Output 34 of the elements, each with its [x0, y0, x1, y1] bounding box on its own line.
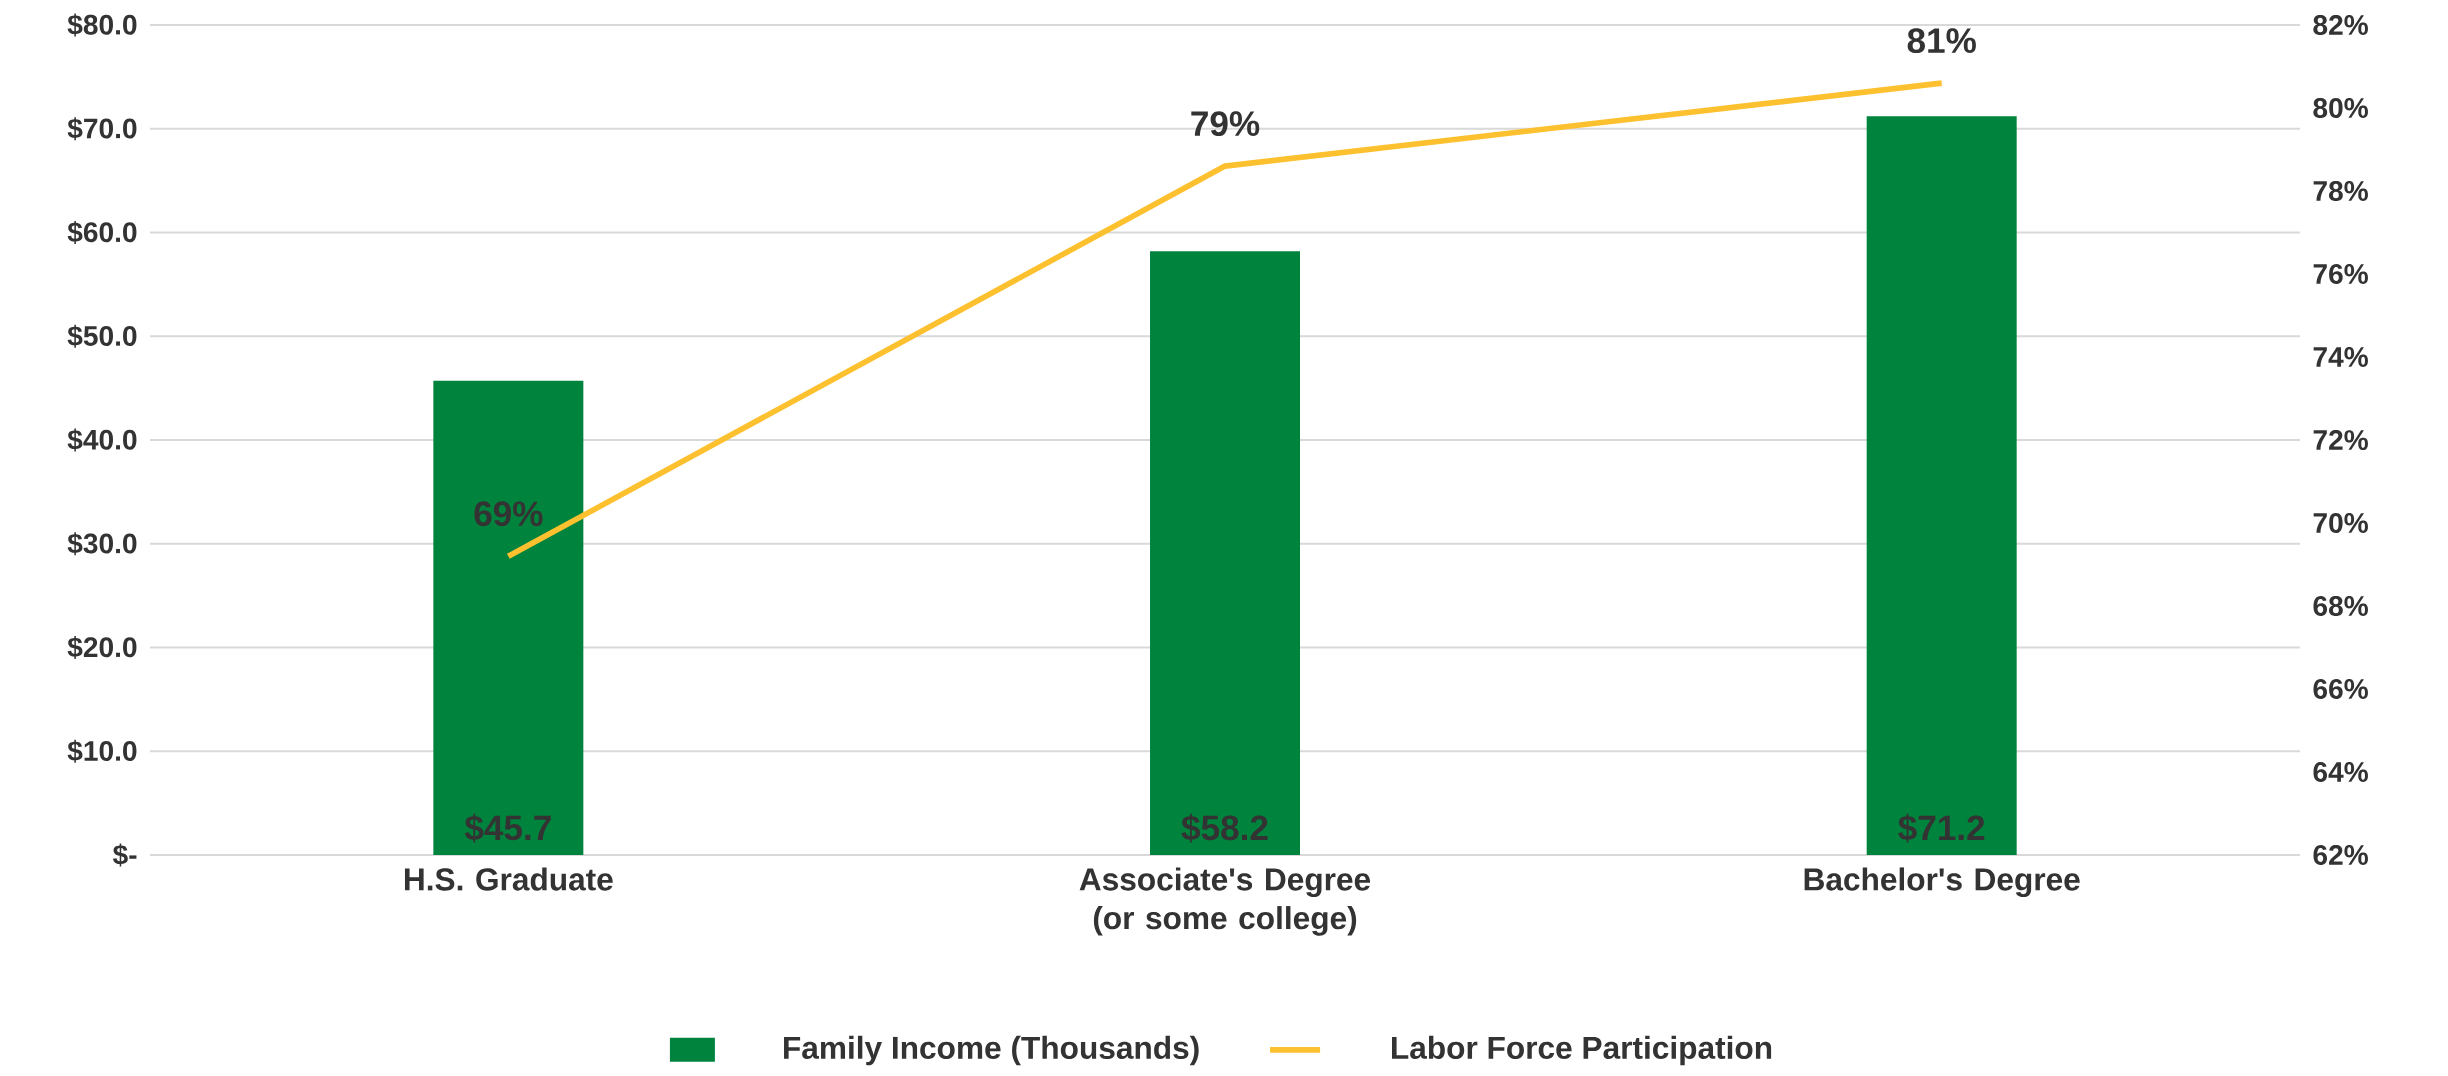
- legend-label: Labor Force Participation: [1392, 1035, 1772, 1066]
- bar: [1866, 116, 2017, 855]
- y2-tick-label: 76%: [2313, 264, 2368, 284]
- y2-tick-label: 74%: [2313, 347, 2368, 367]
- y2-tick-label: 64%: [2313, 762, 2368, 782]
- y-tick-label: $60.0: [67, 221, 137, 244]
- y2-tick-label: 78%: [2313, 181, 2368, 201]
- y-tick-label: $30.0: [67, 532, 137, 556]
- legend-label: Family Income (Thousands): [784, 1035, 1199, 1066]
- y2-tick-label: 82%: [2313, 15, 2368, 35]
- y-tick-label: $10.0: [67, 739, 137, 763]
- x-tick-label: Bachelor's Degree: [1804, 867, 2080, 898]
- data-label: $71.2: [1898, 813, 1985, 843]
- y2-tick-label: 70%: [2313, 513, 2368, 533]
- data-label: 69%: [474, 501, 543, 527]
- y-tick-label: $-: [112, 843, 137, 867]
- y2-tick-label: 66%: [2313, 679, 2368, 699]
- bar: [433, 380, 584, 855]
- y2-tick-label: 62%: [2313, 845, 2368, 865]
- data-label: 81%: [1907, 28, 1976, 54]
- x-tick-label: H.S. Graduate: [404, 867, 613, 891]
- y-tick-label: $80.0: [67, 13, 137, 37]
- x-tick-label: Associate's Degree (or some college): [1079, 867, 1371, 936]
- y2-tick-label: 80%: [2313, 98, 2368, 118]
- data-label: $45.7: [464, 813, 551, 843]
- y-tick-label: $40.0: [67, 428, 137, 452]
- data-label: $58.2: [1181, 813, 1268, 843]
- y2-tick-label: 68%: [2313, 596, 2368, 616]
- y-tick-label: $70.0: [67, 117, 137, 141]
- y-tick-label: $20.0: [67, 636, 137, 659]
- y-tick-label: $50.0: [67, 324, 137, 348]
- data-label: 79%: [1191, 111, 1260, 137]
- bar: [1150, 251, 1301, 855]
- y2-tick-label: 72%: [2313, 430, 2368, 450]
